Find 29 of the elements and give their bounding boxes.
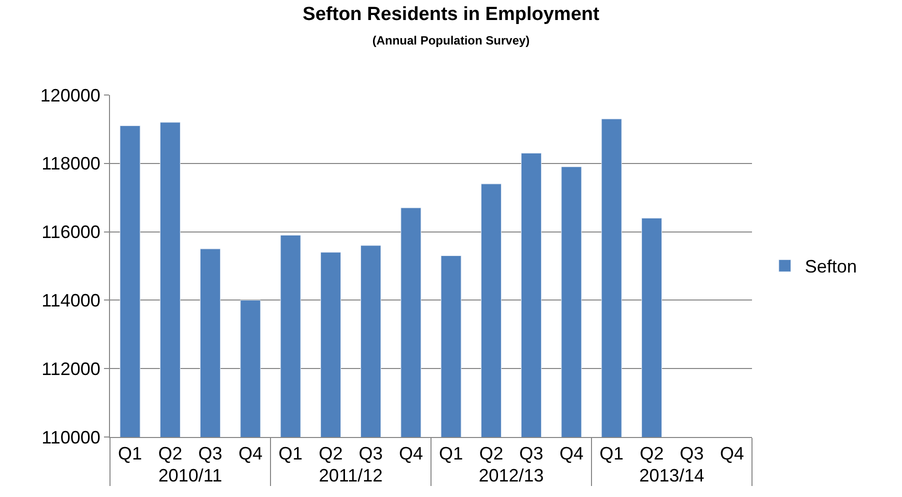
text: 2011/12	[318, 466, 383, 486]
x-tick-label: Q2	[479, 444, 504, 464]
x-tick-label: Q3	[519, 444, 544, 464]
legend-label: Sefton	[804, 256, 857, 277]
x-tick-label: Q4	[398, 444, 423, 464]
text: 2013/14	[639, 466, 704, 486]
x-tick-label: Q2	[640, 444, 664, 464]
y-tick-label: 118000	[42, 154, 100, 174]
text: 2010/11	[158, 466, 222, 486]
x-tick-label: Q4	[720, 444, 744, 464]
x-tick-label: Q1	[118, 444, 142, 464]
x-tick-label: Q2	[318, 444, 343, 464]
y-tick-label: 110000	[42, 427, 100, 448]
x-tick-label: Q1	[278, 444, 303, 464]
y-tick-label: 112000	[42, 358, 100, 379]
x-tick-label: Q4	[238, 444, 262, 464]
x-tick-label: Q3	[198, 444, 222, 464]
text: 2012/13	[478, 466, 544, 486]
y-tick-label: 114000	[42, 290, 100, 310]
x-tick-label: Q1	[600, 444, 624, 464]
chart-subtitle: (Annual Population Survey)	[372, 34, 530, 48]
x-tick-label: Q3	[680, 444, 704, 464]
x-tick-label: Q4	[559, 444, 584, 464]
y-tick-label: 120000	[40, 85, 100, 106]
x-tick-label: Q1	[439, 444, 464, 464]
x-tick-label: Q2	[158, 444, 182, 464]
x-tick-label: Q3	[358, 444, 383, 464]
y-tick-label: 116000	[42, 222, 100, 242]
chart-title: Sefton Residents in Employment	[302, 4, 600, 25]
